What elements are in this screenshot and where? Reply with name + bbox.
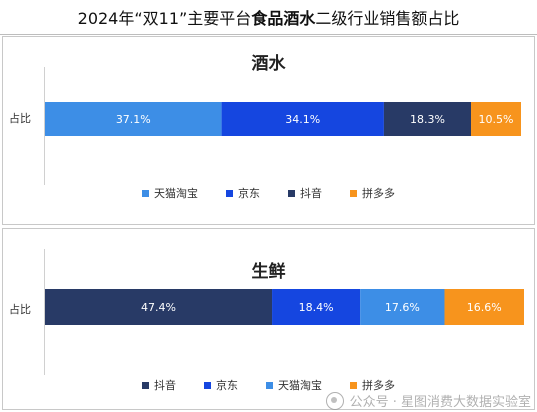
y-axis-line (44, 249, 45, 375)
data-label: 18.3% (410, 113, 445, 126)
legend-item: 拼多多 (350, 377, 395, 393)
legend-item: 天猫淘宝 (266, 377, 322, 393)
legend-item: 抖音 (142, 377, 176, 393)
legend-label: 京东 (216, 379, 238, 392)
legend-label: 抖音 (154, 379, 176, 392)
title-suffix: 二级行业销售额占比 (315, 9, 460, 28)
bar-segment (45, 289, 273, 325)
bar-segment (45, 102, 222, 136)
legend-label: 拼多多 (362, 187, 395, 200)
legend-label: 天猫淘宝 (154, 187, 198, 200)
y-axis-line (44, 67, 45, 185)
data-label: 34.1% (285, 113, 320, 126)
bar-segment (272, 289, 361, 325)
watermark-text: 公众号 · 星图消费大数据实验室 (349, 395, 531, 410)
data-label: 16.6% (467, 301, 502, 314)
data-label: 17.6% (385, 301, 420, 314)
stacked-bar-chart: 47.4% 18.4% 17.6% 16.6% (45, 289, 524, 325)
bar-segment (360, 289, 445, 325)
legend-swatch (142, 381, 149, 389)
chart-title: 酒水 (251, 54, 286, 74)
bar-segment (383, 102, 472, 136)
legend-item: 天猫淘宝 (142, 185, 198, 201)
row-label: 占比 (9, 303, 31, 316)
legend-item: 拼多多 (350, 185, 395, 201)
data-label: 10.5% (479, 113, 514, 126)
bar-segment (471, 102, 521, 136)
title-prefix: 2024年“双11”主要平台 (77, 9, 252, 28)
legend-label: 京东 (238, 187, 260, 200)
data-label: 47.4% (141, 301, 176, 314)
legend-swatch (226, 189, 233, 197)
title-bold: 食品酒水 (251, 9, 316, 28)
chart-panel-drinks: 酒水 占比 37.1% 34.1% 18.3% 10.5% 天猫淘宝 京东 抖音 拼多多 (2, 36, 535, 225)
page-title: 2024年“双11”主要平台 食品酒水 二级行业销售额占比 (0, 0, 537, 35)
bar-segment (221, 102, 384, 136)
chart-title: 生鲜 (251, 262, 286, 282)
legend-swatch (350, 189, 357, 197)
chart-panel-fresh: 生鲜 占比 47.4% 18.4% 17.6% 16.6% 抖音 京东 天猫淘宝 拼多多 (2, 228, 535, 410)
watermark: 公众号 · 星图消费大数据实验室 (325, 391, 531, 410)
data-label: 18.4% (299, 301, 334, 314)
legend-swatch (204, 381, 211, 389)
chart-legend: 抖音 京东 天猫淘宝 拼多多 (3, 377, 534, 393)
legend-item: 京东 (226, 185, 260, 201)
legend-label: 拼多多 (362, 379, 395, 392)
legend-label: 天猫淘宝 (278, 379, 322, 392)
legend-swatch (266, 381, 273, 389)
legend-swatch (350, 381, 357, 389)
wechat-icon (325, 391, 344, 410)
stacked-bar-chart: 37.1% 34.1% 18.3% 10.5% (45, 102, 521, 136)
chart-legend: 天猫淘宝 京东 抖音 拼多多 (3, 185, 534, 201)
row-label: 占比 (9, 112, 31, 125)
data-label: 37.1% (116, 113, 151, 126)
legend-item: 京东 (204, 377, 238, 393)
legend-swatch (288, 189, 295, 197)
bar-segment (444, 289, 524, 325)
legend-swatch (142, 189, 149, 197)
legend-item: 抖音 (288, 185, 322, 201)
legend-label: 抖音 (300, 187, 322, 200)
